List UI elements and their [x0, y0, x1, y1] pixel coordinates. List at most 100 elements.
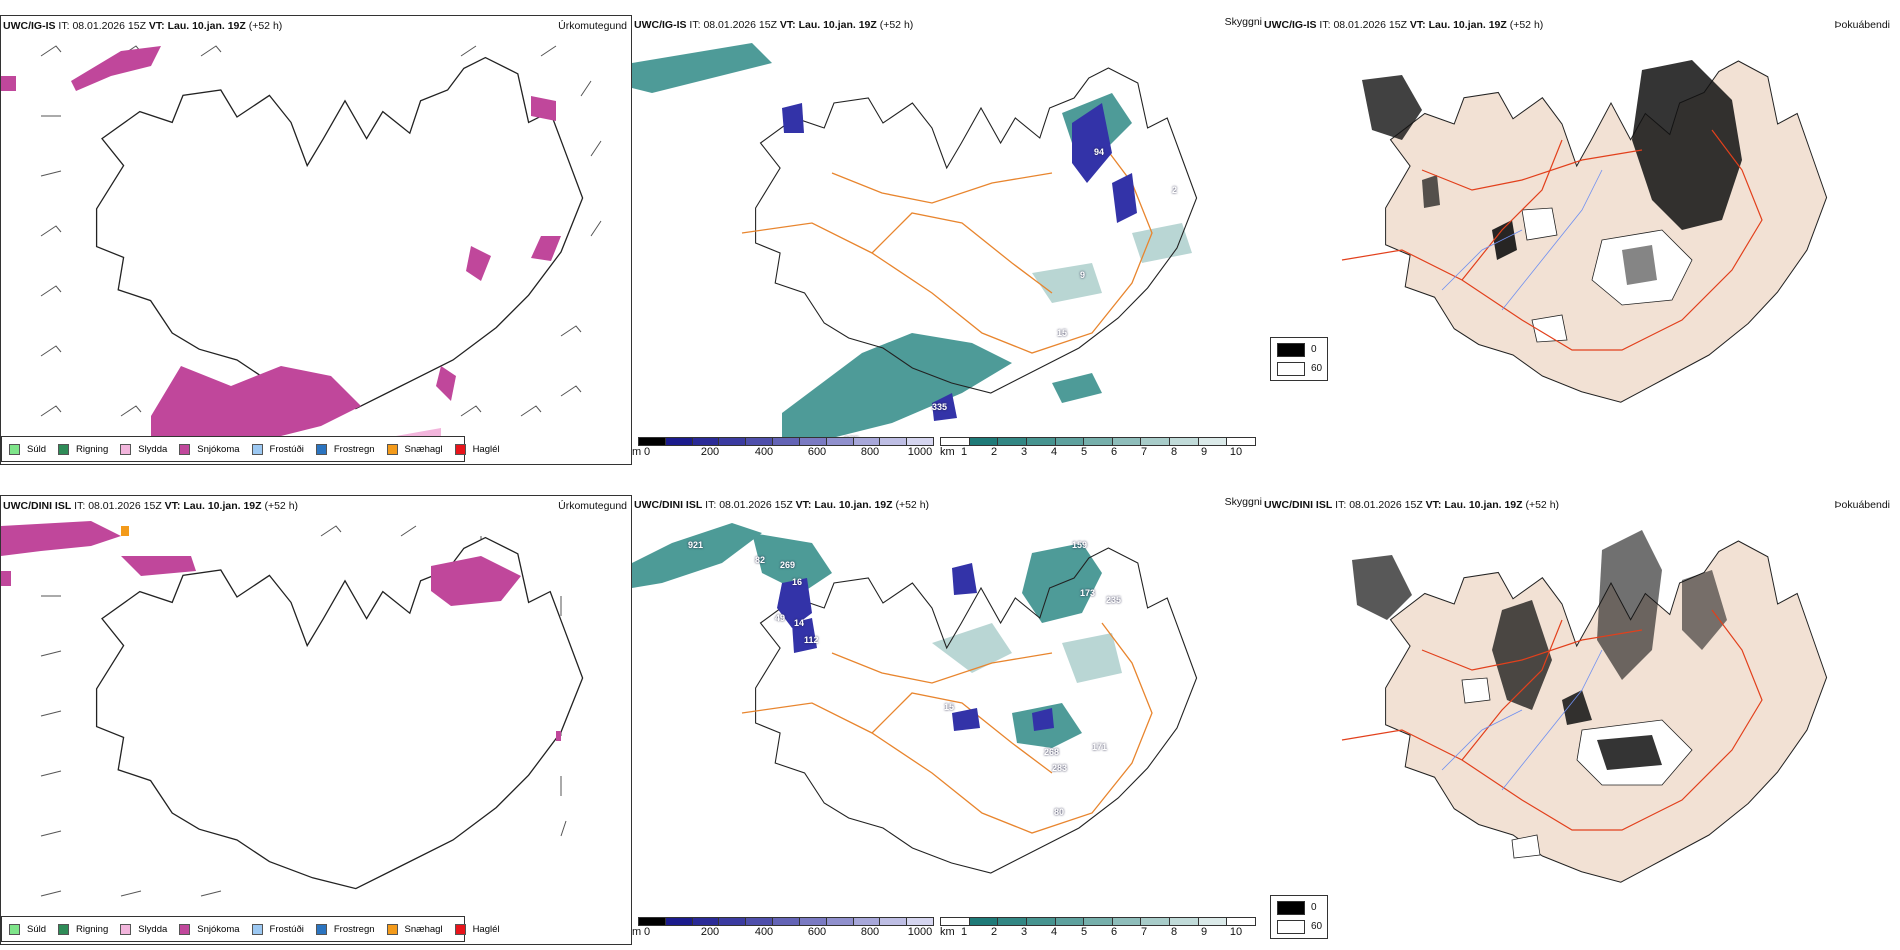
road-network	[741, 622, 1153, 834]
visibility-unit: km	[940, 446, 955, 458]
visibility-tick: 1	[960, 446, 968, 458]
vt-label: VT:	[795, 499, 812, 511]
fog-swatch-dark	[1277, 901, 1305, 915]
visibility-map	[632, 43, 1198, 443]
legend-label: Snjókoma	[197, 923, 240, 935]
visibility-value-label: 49	[775, 613, 786, 623]
visibility-value-label: 173	[1080, 588, 1096, 598]
ceiling-color-segment	[719, 918, 747, 925]
visibility-tick: 3	[1020, 926, 1028, 938]
visibility-value-label: 235	[1106, 595, 1122, 605]
snow-areas	[1, 521, 561, 741]
legend-swatch	[454, 923, 466, 935]
model-name: UWC/IG-IS	[634, 19, 687, 31]
it-label: IT:	[689, 19, 701, 31]
ceiling-color-segment	[773, 438, 800, 445]
panel-title: Úrkomutegund	[558, 500, 627, 512]
panel-title: Úrkomutegund	[558, 20, 627, 32]
ceiling-color-segment	[746, 918, 774, 925]
it-label: IT:	[58, 20, 70, 32]
legend-item-slydda: Slydda	[120, 923, 168, 935]
lead-time: (+52 h)	[895, 499, 930, 511]
vt-label: VT:	[779, 19, 796, 31]
ceiling-unit: m	[632, 446, 642, 458]
model-name: UWC/DINI ISL	[1264, 499, 1333, 511]
visibility-color-segment	[1198, 918, 1228, 925]
visibility-tick: 6	[1110, 926, 1118, 938]
ceiling-color-segment	[639, 438, 666, 445]
ceiling-color-segment	[639, 918, 666, 925]
visibility-value-label: 14	[794, 618, 805, 628]
visibility-unit: km	[940, 926, 955, 938]
legend-swatch	[179, 443, 191, 455]
visibility-value-label: 9	[1080, 270, 1086, 280]
model-name: UWC/IG-IS	[1264, 19, 1317, 31]
fog-label: 60	[1311, 363, 1323, 374]
ceiling-color-segment	[692, 438, 720, 445]
lead-time: (+52 h)	[1525, 499, 1560, 511]
legend-label: Slydda	[138, 923, 168, 935]
visibility-color-segment	[1141, 918, 1171, 925]
visibility-color-segment	[1112, 438, 1142, 445]
vt-value: Lau. 10.jan. 19Z	[814, 499, 893, 511]
visibility-tick: 8	[1170, 926, 1178, 938]
legend-item-sudl: Súld	[9, 923, 46, 935]
legend-label: Snæhagl	[404, 923, 443, 935]
ceiling-tick: 0	[643, 446, 651, 458]
legend-item-sudl: Súld	[9, 443, 46, 455]
legend-swatch	[120, 443, 132, 455]
it-value: 08.01.2026 15Z	[1333, 19, 1407, 31]
ceiling-color-segment	[692, 918, 720, 925]
ceiling-color-segment	[880, 918, 908, 925]
visibility-value-label: 15	[944, 702, 955, 712]
model-name: UWC/DINI ISL	[634, 499, 703, 511]
legend-item-snjokoma: Snjókoma	[179, 923, 240, 935]
visibility-map	[632, 523, 1198, 874]
visibility-value-label: 82	[755, 555, 766, 565]
it-value: 08.01.2026 15Z	[719, 499, 793, 511]
fog-dense-areas	[1362, 60, 1742, 260]
fog-legend: 0 60	[1270, 337, 1328, 381]
ceiling-tick: 200	[700, 446, 720, 458]
vt-label: VT:	[1425, 499, 1442, 511]
visibility-color-segment	[1227, 918, 1256, 925]
precip-legend: Súld Rigning Slydda Snjókoma Frostúði Fr…	[1, 916, 500, 942]
visibility-panel-top: UWC/IG-IS IT: 08.01.2026 15Z VT: Lau. 10…	[632, 15, 1262, 465]
ceiling-color-segment	[719, 438, 747, 445]
lead-time: (+52 h)	[264, 500, 299, 512]
precip-map	[1, 45, 602, 456]
iceland-coastline	[755, 67, 1198, 394]
it-label: IT:	[1319, 19, 1331, 31]
visibility-tick: 2	[990, 926, 998, 938]
legend-label: Rigning	[76, 923, 109, 935]
legend-item-snaehagl: Snæhagl	[386, 443, 443, 455]
ceiling-tick: 800	[860, 926, 880, 938]
ceiling-unit: m	[632, 926, 642, 938]
ceiling-color-segment	[826, 438, 854, 445]
visibility-value-label: 15	[1057, 328, 1068, 338]
legend-swatch	[386, 443, 398, 455]
precip-map	[1, 521, 584, 897]
panel-title: Skyggni	[1224, 16, 1262, 28]
visibility-color-segment	[1170, 918, 1199, 925]
vt-value: Lau. 10.jan. 19Z	[1444, 499, 1523, 511]
lead-time: (+52 h)	[879, 19, 914, 31]
visibility-tick: 4	[1050, 446, 1058, 458]
visibility-color-segment	[1026, 918, 1056, 925]
visibility-value-label: 2	[1172, 185, 1178, 195]
visibility-tick: 1	[960, 926, 968, 938]
visibility-tick: 3	[1020, 446, 1028, 458]
visibility-panel-bottom: UWC/DINI ISL IT: 08.01.2026 15Z VT: Lau.…	[632, 495, 1262, 945]
ceiling-color-segment	[880, 438, 908, 445]
legend-item-rigning: Rigning	[58, 923, 109, 935]
ceiling-tick: 800	[860, 446, 880, 458]
panel-header: UWC/DINI ISL IT: 08.01.2026 15Z VT: Lau.…	[3, 500, 298, 512]
precip-type-panel-top: UWC/IG-IS IT: 08.01.2026 15Z VT: Lau. 10…	[0, 15, 632, 465]
ceiling-color-segment	[853, 918, 881, 925]
legend-label: Snjókoma	[197, 443, 240, 455]
legend-item-snaehagl: Snæhagl	[386, 923, 443, 935]
ceiling-color-segment	[907, 438, 933, 445]
road-network	[1341, 609, 1763, 831]
panel-title: Skyggni	[1224, 496, 1262, 508]
visibility-tick: 10	[1229, 446, 1243, 458]
